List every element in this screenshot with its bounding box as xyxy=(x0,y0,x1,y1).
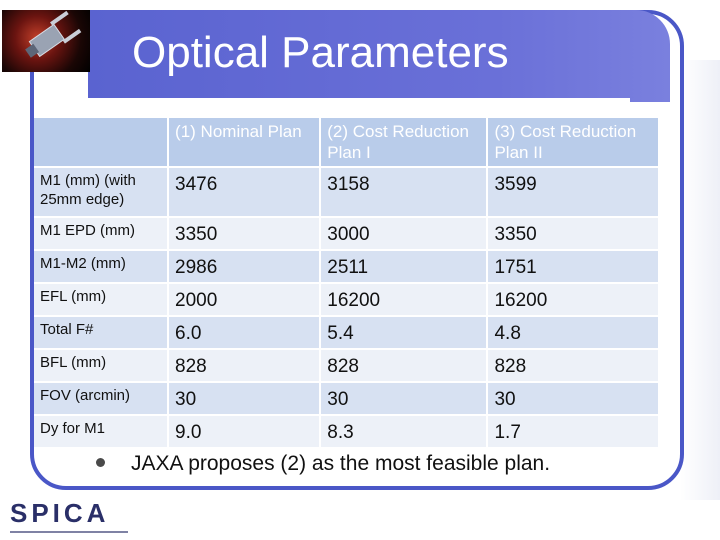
cell-value: 5.4 xyxy=(321,317,489,350)
row-label: Dy for M1 xyxy=(34,416,170,449)
cell-value: 8.3 xyxy=(321,416,489,449)
cell-value: 2000 xyxy=(169,284,322,317)
table-row: M1 (mm) (with 25mm edge) 3476 3158 3599 xyxy=(34,168,660,218)
row-label: Total F# xyxy=(34,317,170,350)
cell-value: 828 xyxy=(321,350,489,383)
table-row: FOV (arcmin) 30 30 30 xyxy=(34,383,660,416)
cell-value: 828 xyxy=(488,350,660,383)
cell-value: 3000 xyxy=(321,218,489,251)
page-title: Optical Parameters xyxy=(132,28,509,77)
table-row: BFL (mm) 828 828 828 xyxy=(34,350,660,383)
logo-subline xyxy=(10,530,134,536)
right-decoration xyxy=(680,60,720,500)
logo-text: SPICA xyxy=(10,498,110,528)
row-label: FOV (arcmin) xyxy=(34,383,170,416)
spica-logo: SPICA xyxy=(10,498,134,533)
cell-value: 2511 xyxy=(321,251,489,284)
row-label: M1 (mm) (with 25mm edge) xyxy=(34,168,170,218)
cell-value: 6.0 xyxy=(169,317,322,350)
cell-value: 30 xyxy=(488,383,660,416)
cell-value: 3350 xyxy=(169,218,322,251)
cell-value: 16200 xyxy=(321,284,489,317)
cell-value: 16200 xyxy=(488,284,660,317)
cell-value: 828 xyxy=(169,350,322,383)
cell-value: 2986 xyxy=(169,251,322,284)
bullet-point: JAXA proposes (2) as the most feasible p… xyxy=(96,452,550,476)
bullet-text: JAXA proposes (2) as the most feasible p… xyxy=(131,452,551,475)
cell-value: 3599 xyxy=(488,168,660,218)
table-row: M1-M2 (mm) 2986 2511 1751 xyxy=(34,251,660,284)
cell-value: 1751 xyxy=(488,251,660,284)
cell-value: 3158 xyxy=(321,168,489,218)
header-nominal-plan: (1) Nominal Plan xyxy=(169,118,322,168)
optical-parameters-table: (1) Nominal Plan (2) Cost Reduction Plan… xyxy=(34,118,660,449)
table-header-row: (1) Nominal Plan (2) Cost Reduction Plan… xyxy=(34,118,660,168)
header-cell-empty xyxy=(34,118,170,168)
row-label: EFL (mm) xyxy=(34,284,170,317)
cell-value: 30 xyxy=(321,383,489,416)
cell-value: 1.7 xyxy=(488,416,660,449)
row-label: M1-M2 (mm) xyxy=(34,251,170,284)
header-cost-reduction-plan-1: (2) Cost Reduction Plan I xyxy=(321,118,489,168)
cell-value: 3476 xyxy=(169,168,322,218)
row-label: M1 EPD (mm) xyxy=(34,218,170,251)
table-row: EFL (mm) 2000 16200 16200 xyxy=(34,284,660,317)
bullet-dot-icon xyxy=(96,457,105,467)
table-row: Total F# 6.0 5.4 4.8 xyxy=(34,317,660,350)
telescope-thumbnail-icon xyxy=(2,10,90,72)
table-row: Dy for M1 9.0 8.3 1.7 xyxy=(34,416,660,449)
table-row: M1 EPD (mm) 3350 3000 3350 xyxy=(34,218,660,251)
cell-value: 4.8 xyxy=(488,317,660,350)
cell-value: 3350 xyxy=(488,218,660,251)
cell-value: 9.0 xyxy=(169,416,322,449)
row-label: BFL (mm) xyxy=(34,350,170,383)
title-band xyxy=(88,10,670,102)
header-cost-reduction-plan-2: (3) Cost Reduction Plan II xyxy=(488,118,660,168)
cell-value: 30 xyxy=(169,383,322,416)
